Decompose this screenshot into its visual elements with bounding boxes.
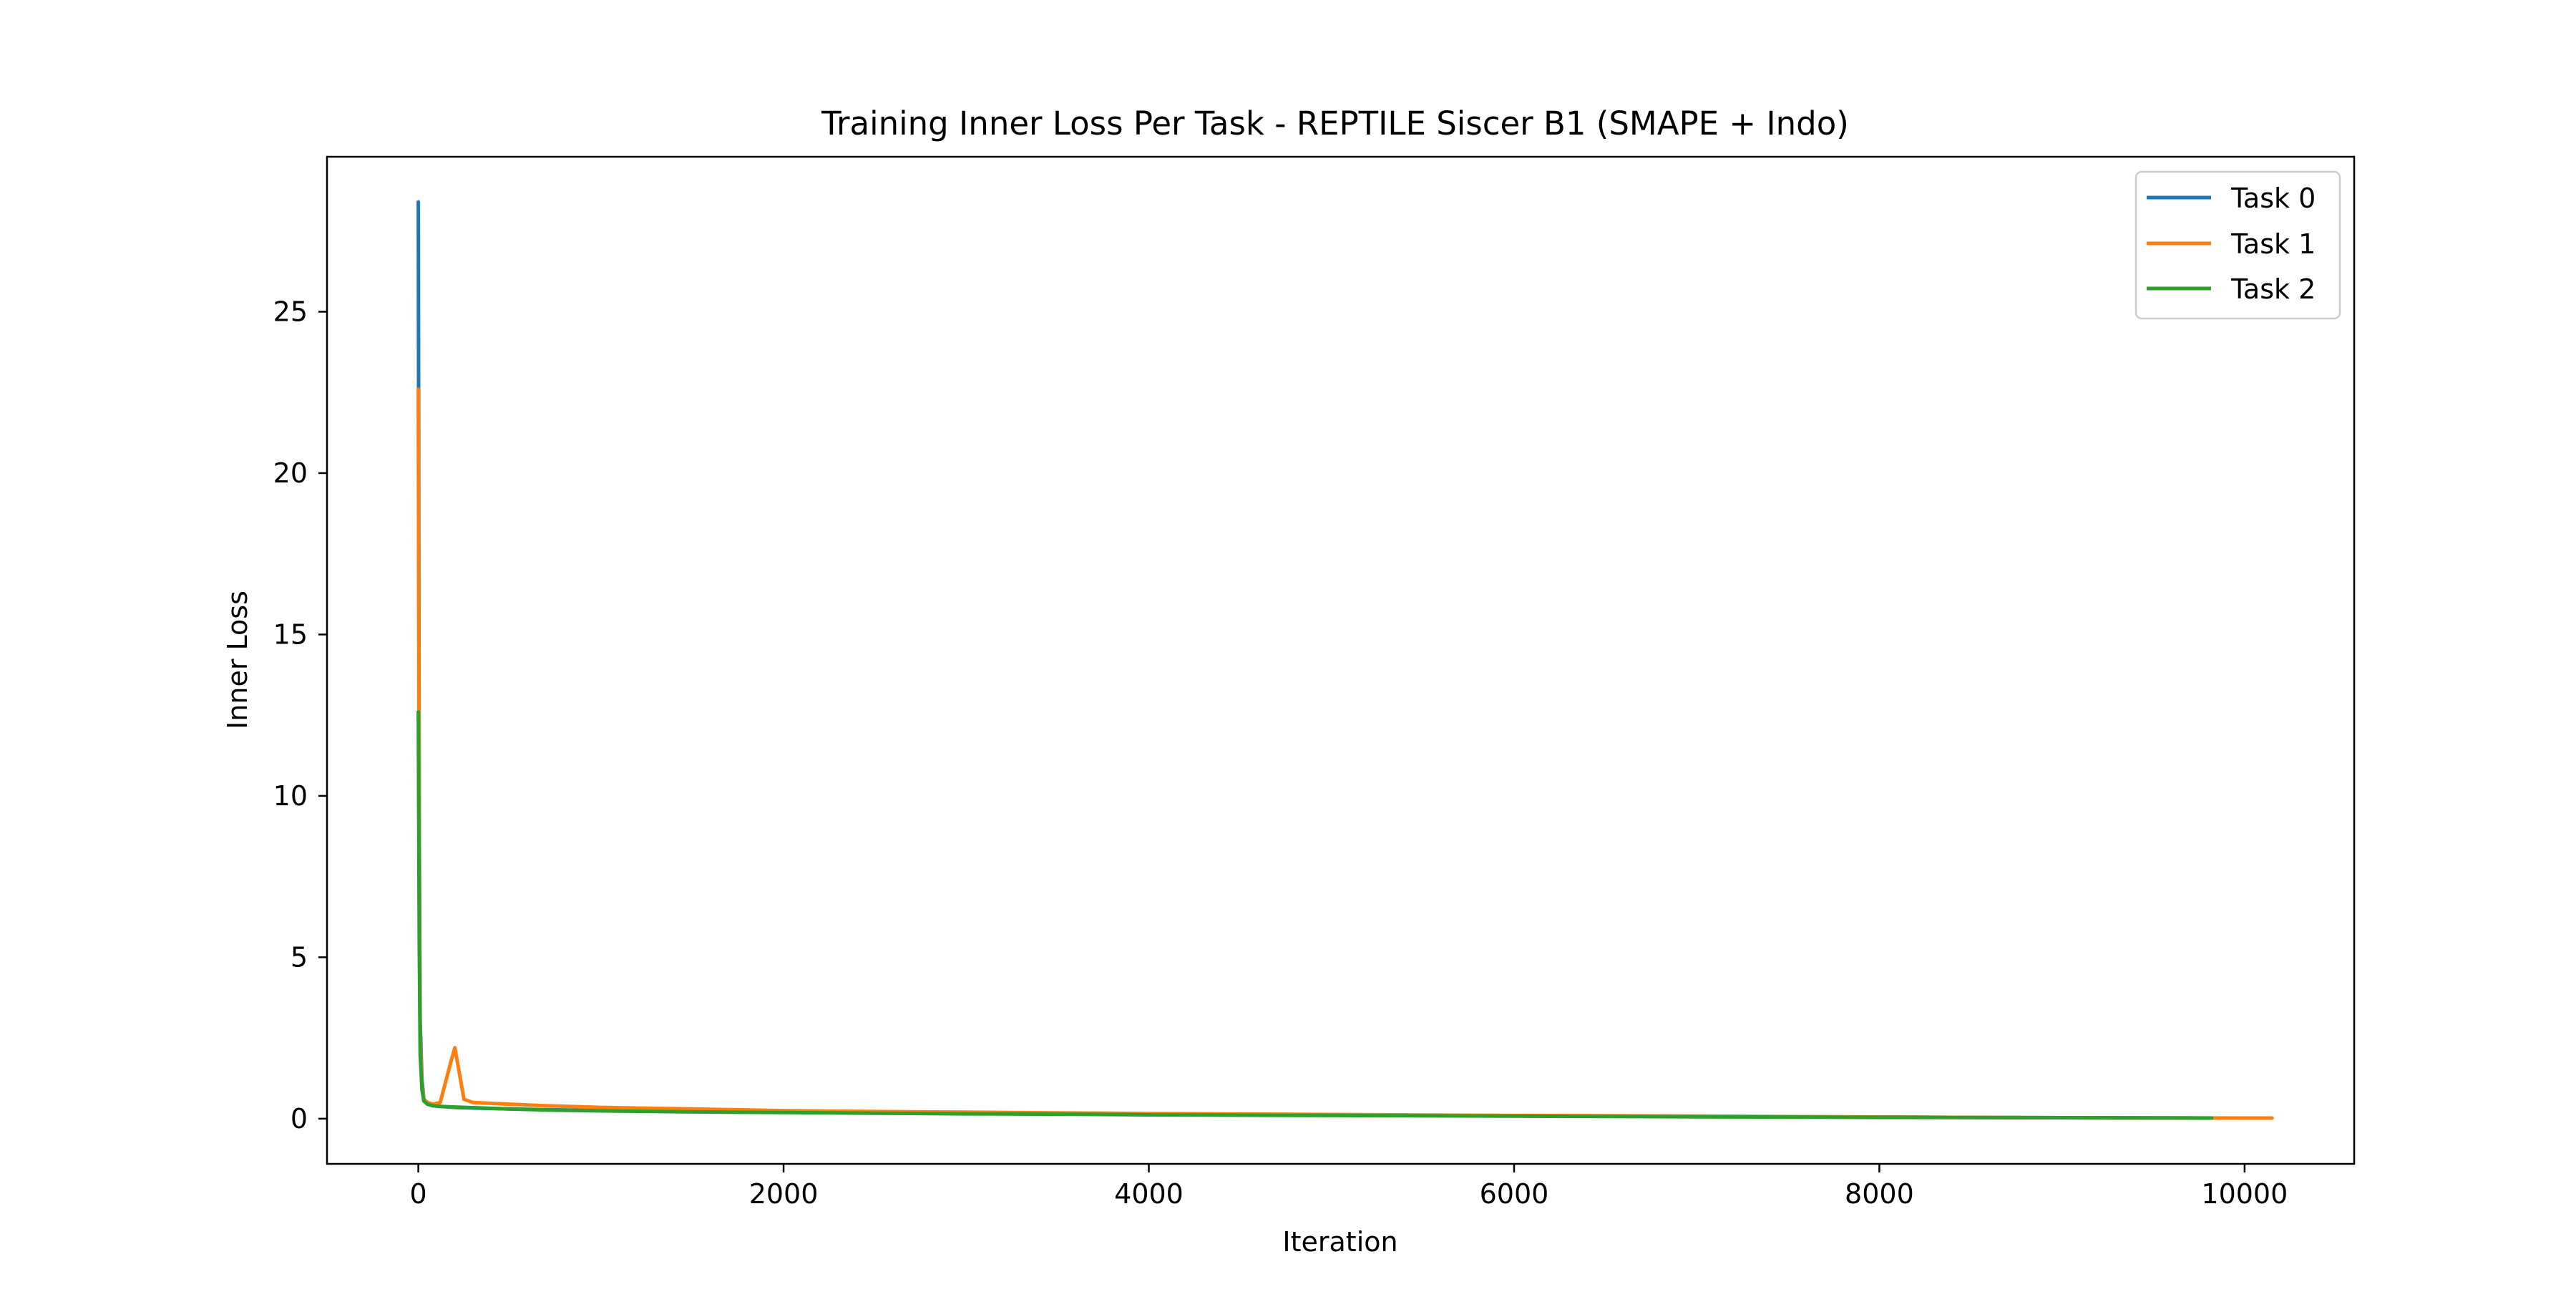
x-tick-label-6000: 6000: [1480, 1178, 1549, 1210]
y-axis-label: Inner Loss: [222, 591, 253, 729]
y-axis-ticks: 0 5 10 15 20 25: [273, 296, 327, 1135]
legend-label-task-1: Task 1: [2230, 228, 2316, 260]
legend-frame: [2135, 170, 2341, 320]
y-tick-label-25: 25: [273, 296, 308, 327]
x-axis-ticks: 0 2000 4000 6000 8000 10000: [410, 1164, 2288, 1210]
series-line-task-2: [416, 710, 2214, 1120]
y-tick-label-20: 20: [273, 457, 308, 489]
chart-title: Training Inner Loss Per Task - REPTILE S…: [821, 105, 1849, 142]
x-tick-label-4000: 4000: [1114, 1178, 1184, 1210]
y-tick-label-10: 10: [273, 780, 308, 812]
x-axis-label: Iteration: [1282, 1226, 1397, 1258]
y-tick-label-5: 5: [291, 941, 308, 973]
legend-label-task-0: Task 0: [2230, 183, 2316, 214]
y-tick-label-0: 0: [291, 1103, 308, 1135]
series-lines: [416, 200, 2274, 1120]
x-tick-label-0: 0: [410, 1178, 427, 1210]
x-tick-label-2000: 2000: [749, 1178, 819, 1210]
x-tick-label-8000: 8000: [1845, 1178, 1914, 1210]
x-tick-label-10000: 10000: [2201, 1178, 2288, 1210]
legend: Task 0 Task 1 Task 2: [2135, 170, 2341, 320]
y-tick-label-15: 15: [273, 618, 308, 650]
plot-area-frame: [326, 155, 2356, 1165]
legend-label-task-2: Task 2: [2230, 273, 2316, 305]
